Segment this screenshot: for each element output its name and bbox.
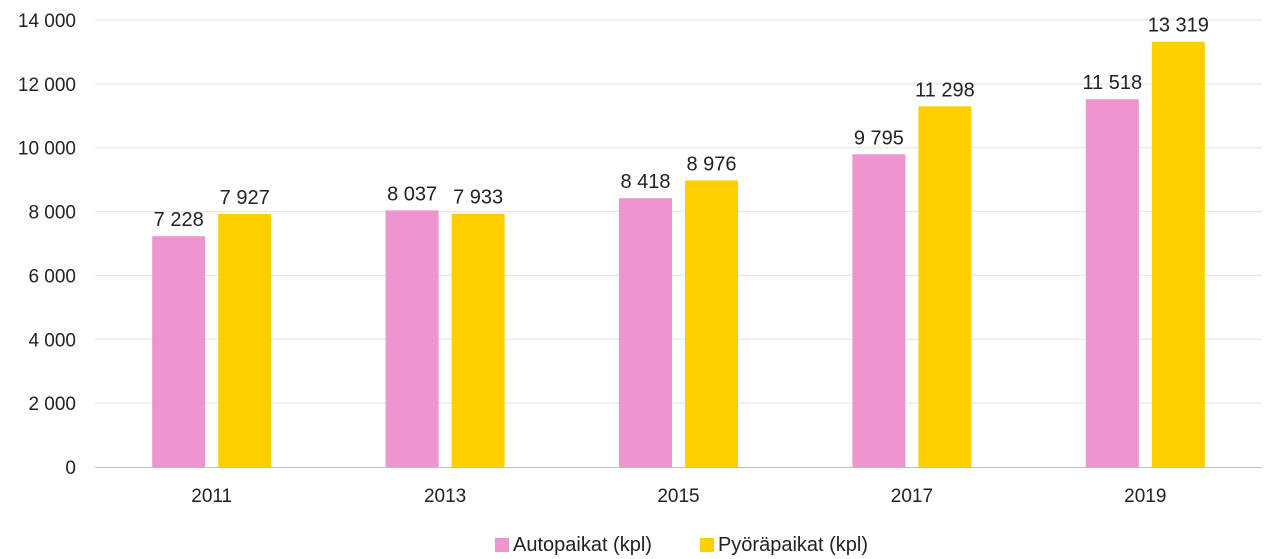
data-label: 11 518	[1082, 72, 1142, 94]
data-label: 13 319	[1148, 15, 1209, 37]
bar	[152, 236, 206, 467]
y-tick-label: 2 000	[28, 394, 76, 415]
x-tick-label: 2015	[657, 486, 699, 507]
y-tick-label: 10 000	[18, 139, 76, 160]
x-tick-label: 2019	[1124, 486, 1166, 507]
legend-swatch-pyorapaikat	[699, 538, 714, 552]
x-tick-label: 2017	[891, 486, 933, 507]
data-label: 11 298	[915, 79, 975, 101]
data-label: 8 418	[620, 171, 670, 193]
x-tick-label: 2011	[191, 486, 232, 507]
legend-item-pyorapaikat: Pyöräpaikat (kpl)	[699, 533, 869, 557]
y-tick-label: 4 000	[28, 330, 76, 351]
bar	[385, 210, 439, 467]
legend-item-autopaikat: Autopaikat (kpl)	[494, 533, 652, 557]
bar	[1151, 41, 1205, 468]
bar	[451, 213, 505, 467]
bar	[852, 154, 906, 467]
chart-legend: Autopaikat (kpl) Pyöräpaikat (kpl)	[0, 532, 1271, 558]
bar	[1085, 99, 1139, 468]
y-tick-label: 0	[65, 458, 76, 479]
bar-chart: 0 2 000 4 000 6 000 8 000 10 000 12 000 14 000 7…	[18, 11, 1262, 507]
y-tick-label: 12 000	[18, 75, 76, 96]
x-tick-label: 2013	[424, 486, 466, 507]
bar	[685, 180, 738, 467]
legend-label-autopaikat: Autopaikat (kpl)	[512, 533, 652, 556]
data-label: 7 933	[453, 187, 503, 209]
y-tick-label: 8 000	[28, 203, 76, 224]
legend-label-pyorapaikat: Pyöräpaikat (kpl)	[717, 533, 869, 556]
data-label: 7 228	[154, 209, 204, 231]
legend-swatch-autopaikat	[494, 538, 509, 552]
data-label: 7 927	[220, 187, 270, 209]
y-tick-label: 14 000	[18, 11, 76, 32]
bar	[918, 106, 972, 467]
bar	[218, 213, 272, 467]
y-tick-label: 6 000	[28, 266, 76, 287]
data-label: 8 976	[686, 153, 736, 175]
data-label: 9 795	[854, 127, 904, 149]
data-label: 8 037	[387, 183, 437, 205]
bar	[619, 198, 672, 467]
